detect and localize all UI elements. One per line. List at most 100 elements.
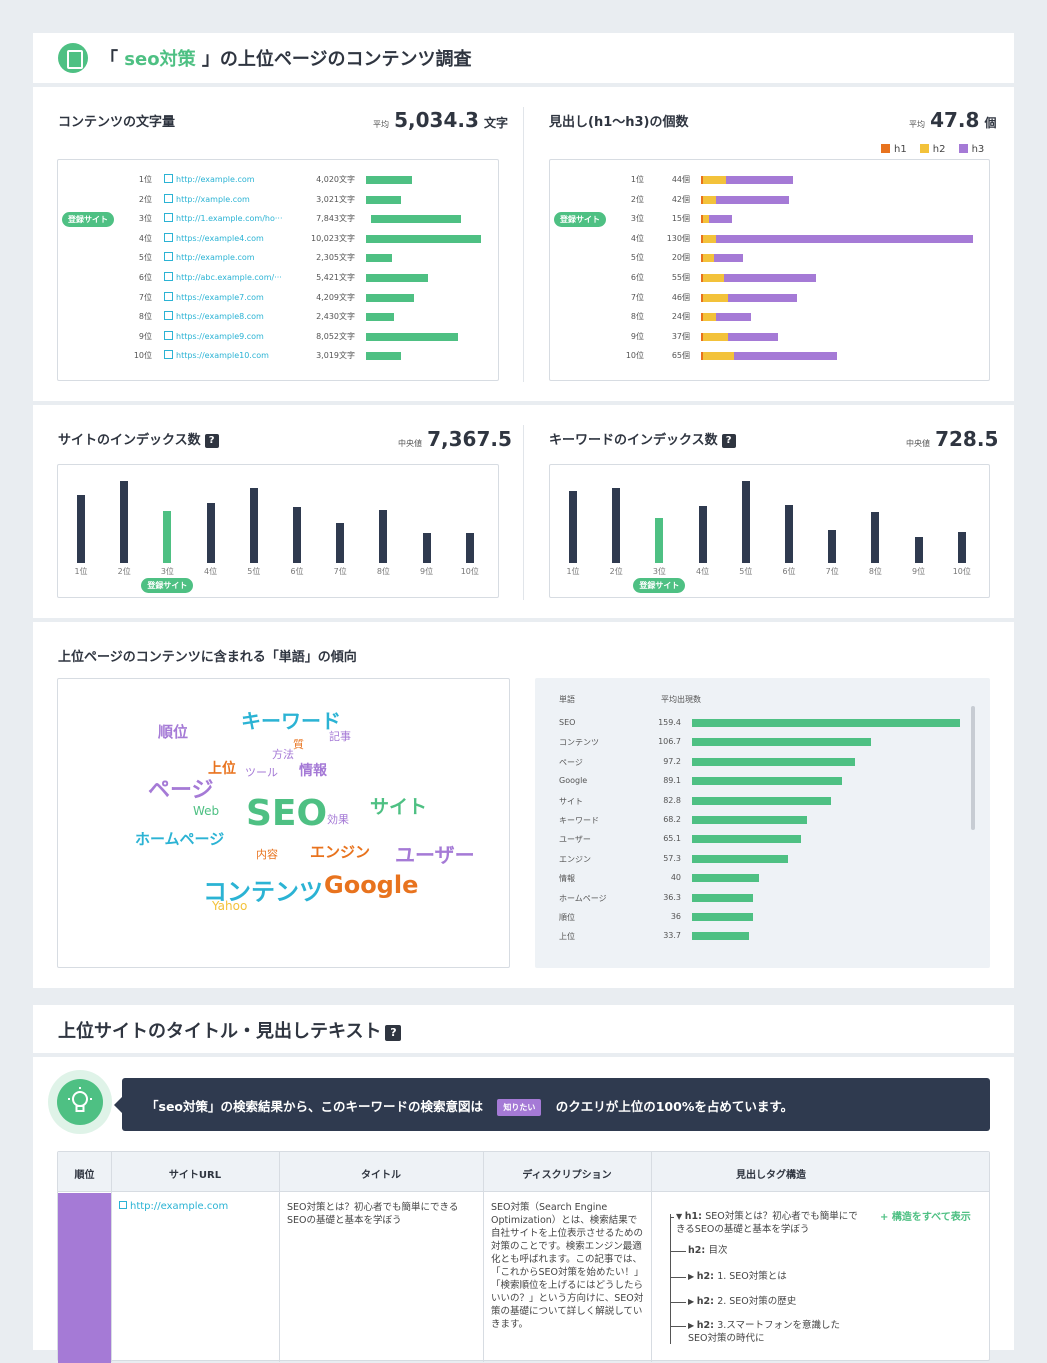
word-label: 情報 — [559, 874, 575, 884]
site-url-link[interactable]: http://example.com — [164, 174, 255, 184]
cloud-word: 内容 — [256, 848, 278, 861]
word-count-value: 2,305文字 — [316, 253, 355, 263]
col-title: タイトル — [361, 1170, 401, 1181]
page-title: 「 seo対策 」の上位ページのコンテンツ調査 — [100, 49, 472, 70]
word-label: キーワード — [559, 816, 599, 825]
h2-segment — [703, 254, 714, 263]
word-trend-panel: 上位ページのコンテンツに含まれる「単語」の傾向 順位 キーワード 記事質方法 上位 ツー… — [33, 622, 1014, 988]
h1-segment — [701, 254, 704, 263]
legend-h2: h2 — [919, 144, 946, 155]
word-cloud: 順位 キーワード 記事質方法 上位 ツール 情報 ページ Web SEO 効果 サイト ホームページ内… — [57, 678, 510, 968]
word-count-chart: 1位 http://example.com 4,020文字 2位 http://xamp… — [57, 159, 499, 381]
cloud-word: ホームページ — [135, 830, 225, 848]
rank-label: 3位 — [138, 214, 152, 224]
word-count-row: 1位 http://example.com 4,020文字 — [58, 174, 498, 192]
word-frequency-bar — [692, 816, 807, 824]
index-bar — [206, 503, 215, 563]
site-url-link[interactable]: https://example7.com — [164, 292, 264, 302]
site-index-median: 中央値 7,367.5 — [398, 427, 512, 451]
word-count-average: 平均 5,034.3 文字 — [373, 108, 508, 132]
cloud-word: 効果 — [327, 813, 349, 826]
word-count-bar — [371, 215, 461, 224]
rank-label: 6位 — [630, 273, 644, 282]
h1-segment — [701, 176, 704, 184]
word-count-bar — [366, 332, 459, 341]
word-count-bar — [366, 352, 401, 361]
help-icon[interactable]: ? — [385, 1025, 402, 1041]
cloud-word: ユーザー — [395, 843, 475, 867]
word-count-bar — [366, 195, 401, 204]
word-count-bar — [366, 254, 393, 263]
index-bar — [871, 512, 880, 563]
cloud-word: 情報 — [299, 763, 327, 779]
heading-count-value: 65個 — [671, 351, 690, 361]
word-count-title: コンテンツの文字量 — [58, 115, 176, 130]
cloud-word: Web — [193, 804, 220, 818]
tick-label: 8位 — [868, 567, 882, 576]
expand-all-button[interactable]: + 構造をすべて表示 — [880, 1212, 971, 1223]
heading-count-value: 15個 — [671, 214, 690, 224]
word-frequency-bar — [692, 913, 753, 921]
h3-segment — [715, 195, 789, 204]
tick-label: 2位 — [117, 567, 131, 576]
cloud-word: 上位 — [208, 761, 236, 777]
heading-count-row: 5位 20個 — [550, 252, 990, 270]
word-frequency-bar — [692, 854, 789, 863]
h2-segment — [703, 215, 710, 224]
tick-label: 4位 — [204, 567, 218, 576]
help-icon[interactable]: ? — [204, 434, 219, 448]
heading-tree-item[interactable]: ▶ h2: 2. SEO対策の歴史 — [688, 1296, 797, 1307]
cloud-word: ツール — [245, 766, 278, 779]
rank-label: 4位 — [630, 233, 644, 243]
word-label: Google — [559, 776, 588, 786]
h2-segment — [703, 352, 735, 361]
site-url-link[interactable]: http://example.com — [119, 1201, 228, 1212]
scrollbar[interactable] — [971, 706, 975, 830]
site-url-link[interactable]: https://example4.com — [164, 233, 264, 243]
rank-marker — [58, 1193, 111, 1363]
col-description: ディスクリプション — [522, 1170, 612, 1181]
site-url-link[interactable]: https://example9.com — [164, 331, 264, 341]
registered-site-badge: 登録サイト — [141, 578, 194, 593]
rank-label: 6位 — [138, 273, 152, 282]
heading-tree-item[interactable]: ▶ h2: 3.スマートフォンを意識したSEO対策の時代に — [688, 1320, 840, 1344]
site-url-link[interactable]: https://example8.com — [164, 311, 264, 321]
heading-count-value: 20個 — [671, 253, 690, 263]
rank-label: 9位 — [630, 331, 644, 341]
h2-segment — [703, 234, 716, 243]
word-average-value: 40 — [670, 873, 681, 883]
word-count-bar — [366, 234, 481, 243]
site-url-link[interactable]: http://xample.com — [164, 194, 250, 204]
heading-tree-item[interactable]: ▶ h2: 1. SEO対策とは — [688, 1271, 787, 1282]
search-intent-banner: 「seo対策」の検索結果から、このキーワードの検索意図は 知りたい のクエリが上… — [114, 1078, 990, 1131]
description-text: SEO対策（Search Engine Optimization）とは、検索結果… — [491, 1202, 644, 1330]
tree-line — [670, 1214, 671, 1344]
site-url-link[interactable]: http://abc.example.com/··· — [164, 272, 282, 282]
word-label: サイト — [559, 796, 583, 806]
site-url-link[interactable]: https://example10.com — [164, 350, 269, 360]
word-count-row: 3位 http://1.example.com/ho··· 7,843文字 — [58, 213, 498, 231]
word-label: エンジン — [559, 854, 591, 864]
cloud-word: コンテンツ — [203, 878, 323, 906]
tick-label: 2位 — [609, 567, 623, 576]
tick-label: 3位 — [160, 567, 174, 576]
tick-label: 6位 — [782, 567, 796, 576]
word-label: コンテンツ — [559, 738, 599, 748]
site-url-link[interactable]: http://1.example.com/ho··· — [164, 213, 283, 223]
external-link-icon — [119, 1201, 127, 1209]
titles-body: 「seo対策」の検索結果から、このキーワードの検索意図は 知りたい のクエリが上… — [33, 1057, 1014, 1363]
word-frequency-bar — [692, 777, 842, 786]
rank-label: 2位 — [138, 194, 152, 204]
word-count-row: 10位 https://example10.com 3,019文字 — [58, 350, 498, 368]
help-icon[interactable]: ? — [721, 434, 736, 448]
h2-segment — [703, 313, 716, 322]
h3-segment — [715, 234, 973, 243]
h3-segment — [728, 293, 798, 302]
word-trend-title: 上位ページのコンテンツに含まれる「単語」の傾向 — [58, 650, 357, 665]
cloud-word: 順位 — [158, 723, 189, 741]
heading-count-row: 4位 130個 — [550, 233, 990, 251]
headings-chart: 1位 44個 2位 42個 3位 15個 4位 130個 5位 20個 6位 55個 7位 46個 8位 24… — [549, 159, 990, 381]
index-bar — [465, 533, 474, 563]
rank-label: 4位 — [138, 233, 152, 243]
site-url-link[interactable]: http://example.com — [164, 252, 255, 262]
